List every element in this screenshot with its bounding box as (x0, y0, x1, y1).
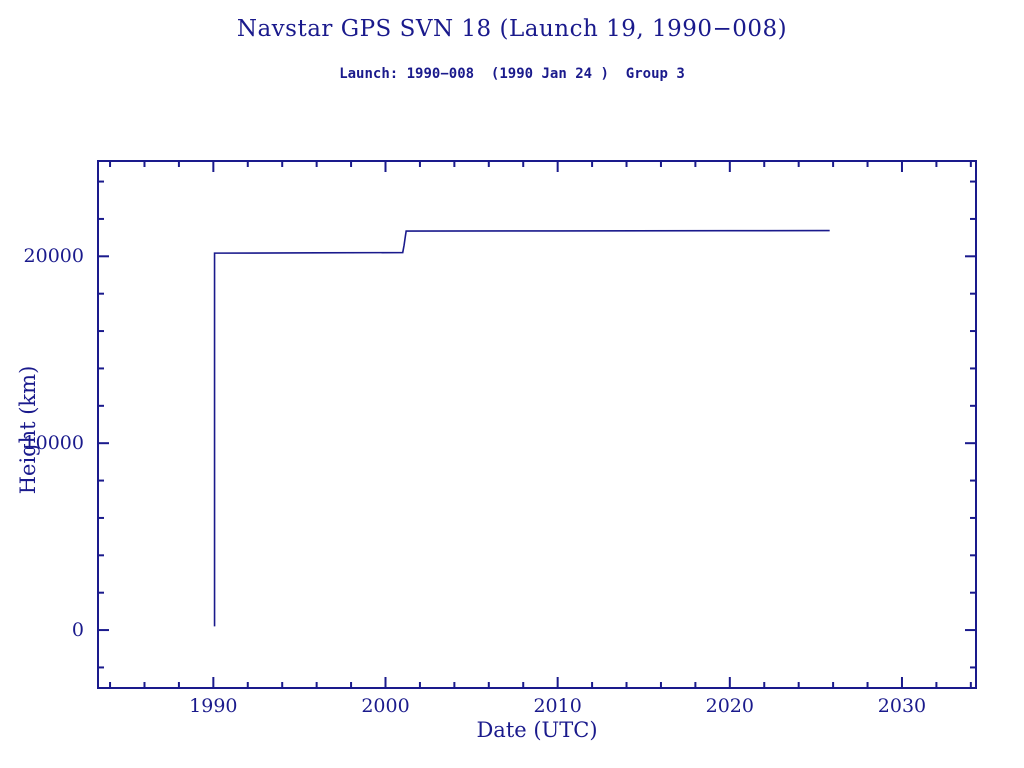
x-axis-label: Date (UTC) (476, 718, 598, 742)
x-tick-label: 2030 (877, 695, 927, 717)
chart-subtitle: Launch: 1990−008 (1990 Jan 24 ) Group 3 (339, 66, 685, 82)
y-tick-label: 10000 (23, 432, 84, 455)
y-axis-label: Height (km) (16, 365, 40, 495)
page-title: Navstar GPS SVN 18 (Launch 19, 1990−008) (236, 16, 788, 42)
plot-frame (97, 160, 977, 689)
x-tick-label: 2010 (533, 695, 582, 717)
data-series-line (213, 229, 830, 627)
y-tick-label: 0 (71, 619, 84, 642)
x-tick-label: 2000 (361, 695, 410, 717)
y-tick-label: 20000 (23, 245, 84, 268)
x-tick-label: 2020 (705, 695, 754, 717)
x-tick-label: 1990 (189, 695, 238, 717)
axis-ticks (98, 161, 976, 688)
